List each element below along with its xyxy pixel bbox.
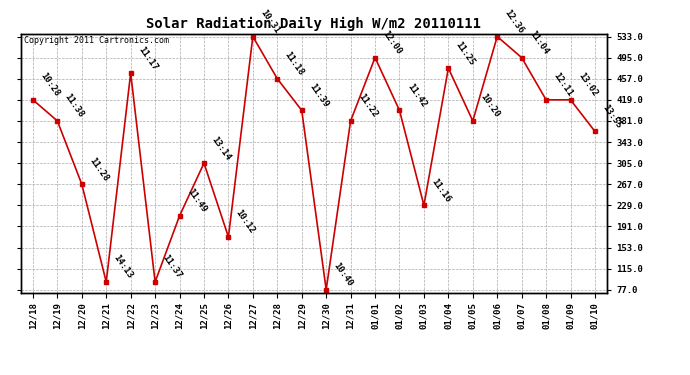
Text: 10:12: 10:12	[234, 209, 257, 236]
Text: 11:37: 11:37	[161, 254, 184, 280]
Text: 13:55: 13:55	[600, 103, 623, 130]
Text: 11:17: 11:17	[136, 45, 159, 72]
Text: 12:00: 12:00	[381, 29, 404, 56]
Text: 10:20: 10:20	[478, 92, 501, 120]
Text: 10:40: 10:40	[332, 261, 355, 288]
Text: 12:36: 12:36	[503, 8, 526, 35]
Text: 13:14: 13:14	[210, 135, 233, 162]
Text: 12:11: 12:11	[552, 71, 575, 98]
Text: 11:39: 11:39	[307, 82, 330, 109]
Text: 11:38: 11:38	[63, 92, 86, 120]
Text: 11:18: 11:18	[283, 50, 306, 77]
Text: 11:42: 11:42	[405, 82, 428, 109]
Text: 11:25: 11:25	[454, 40, 477, 67]
Text: 11:28: 11:28	[88, 156, 110, 183]
Text: 10:28: 10:28	[39, 71, 61, 98]
Text: Copyright 2011 Cartronics.com: Copyright 2011 Cartronics.com	[23, 36, 168, 45]
Text: 11:49: 11:49	[185, 187, 208, 214]
Text: 10:31: 10:31	[259, 8, 282, 35]
Text: 11:16: 11:16	[429, 177, 452, 204]
Text: 11:04: 11:04	[527, 29, 550, 56]
Text: 14:13: 14:13	[112, 254, 135, 280]
Text: 11:22: 11:22	[356, 92, 379, 120]
Text: 13:02: 13:02	[576, 71, 599, 98]
Title: Solar Radiation Daily High W/m2 20110111: Solar Radiation Daily High W/m2 20110111	[146, 17, 482, 31]
